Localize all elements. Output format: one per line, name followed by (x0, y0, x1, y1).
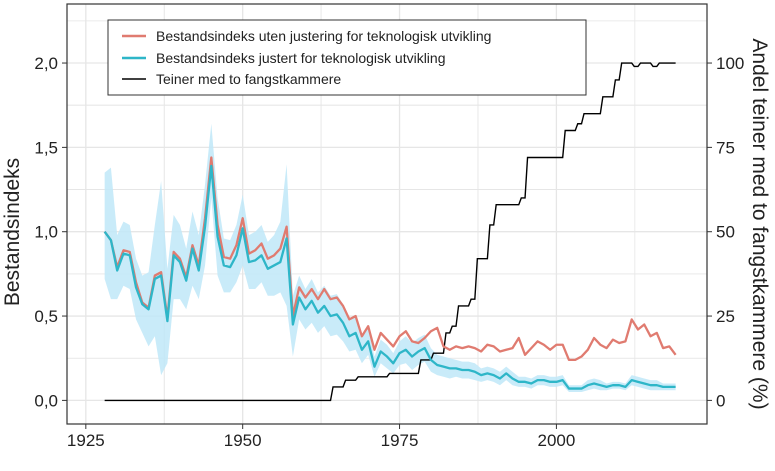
y2-tick-label: 0 (716, 391, 725, 410)
y-tick-label: 1,0 (34, 223, 58, 242)
ticks-layer: 1925 1950 1975 2000 0,0 0,5 1,0 1,5 2,0 0 25 50 75 10… (34, 54, 744, 450)
y2-tick-label: 50 (716, 223, 735, 242)
y-tick-label: 2,0 (34, 54, 58, 73)
y-tick-label: 1,5 (34, 138, 58, 157)
panel-border (66, 3, 708, 425)
y2-tick-label: 75 (716, 138, 735, 157)
x-tick-label: 1925 (67, 431, 105, 450)
y-axis-title: Bestandsindeks (1, 158, 24, 306)
x-tick-label: 2000 (537, 431, 575, 450)
series-layer (103, 62, 677, 402)
uncertainty-band (104, 123, 676, 392)
y-tick-label: 0,5 (34, 307, 58, 326)
legend-label-unadjusted: Bestandsindeks uten justering for teknol… (156, 28, 491, 44)
legend-label-adjusted: Bestandsindeks justert for teknologisk u… (156, 50, 445, 66)
adjusted-index-line (103, 164, 676, 390)
legend-label-pots: Teiner med to fangstkammere (156, 71, 341, 87)
y2-tick-label: 100 (716, 54, 744, 73)
y2-tick-label: 25 (716, 307, 735, 326)
legend: Bestandsindeks uten justering for teknol… (107, 19, 587, 96)
legend-box (107, 19, 587, 96)
band-layer (104, 123, 676, 392)
pots-line (104, 62, 676, 402)
y2-axis-title: Andel teiner med to fangstkammere (%) (748, 38, 771, 409)
x-tick-label: 1950 (224, 431, 262, 450)
y-tick-label: 0,0 (34, 391, 58, 410)
x-tick-label: 1975 (381, 431, 419, 450)
